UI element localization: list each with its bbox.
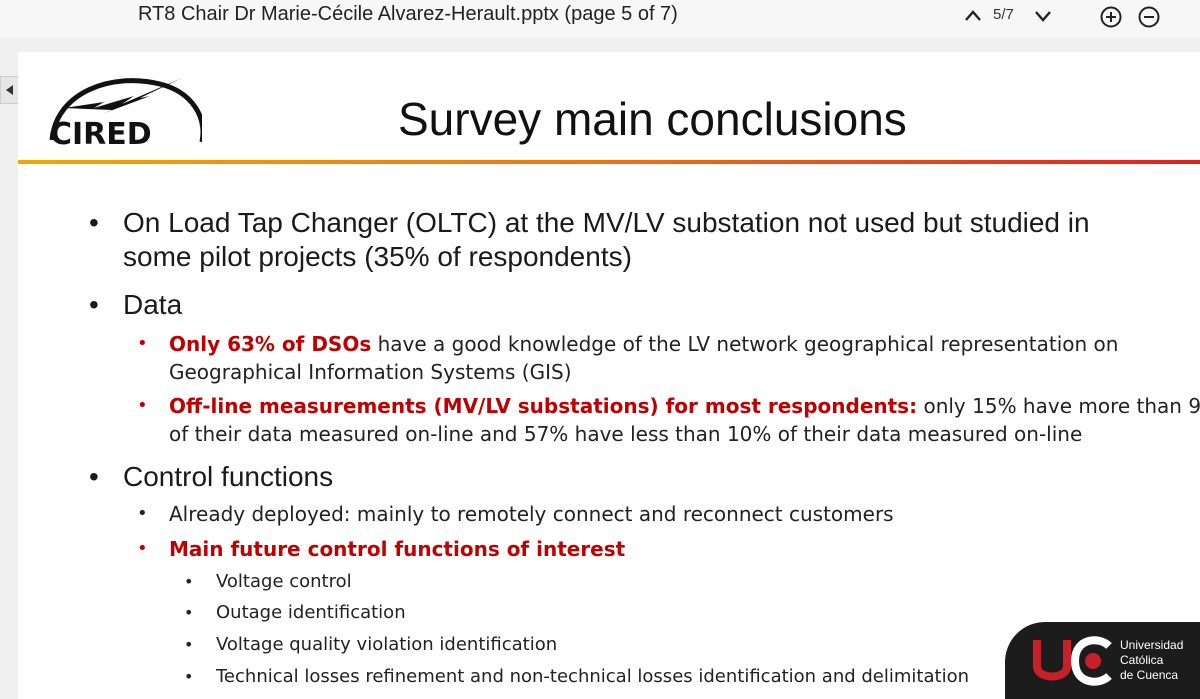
bullet-dot: •: [137, 395, 148, 416]
document-title: RT8 Chair Dr Marie-Cécile Alvarez-Heraul…: [138, 3, 678, 25]
viewer-toolbar: RT8 Chair Dr Marie-Cécile Alvarez-Heraul…: [0, 0, 1200, 38]
list-item: • Outage identification: [184, 602, 406, 623]
bullet-dot: •: [89, 289, 99, 320]
page-counter: 5/7: [993, 6, 1014, 23]
sub-bullet-offline: • Off-line measurements (MV/LV substatio…: [137, 394, 1200, 446]
chevron-up-icon[interactable]: [962, 6, 984, 26]
zoom-out-icon[interactable]: [1137, 5, 1161, 29]
university-name: Universidad Católica de Cuenca: [1120, 638, 1184, 682]
zoom-in-icon[interactable]: [1099, 5, 1123, 29]
title-divider: [18, 160, 1200, 164]
sub-bullet-dso: • Only 63% of DSOs have a good knowledge…: [137, 332, 1119, 384]
bullet-data: • Data: [89, 289, 183, 320]
cired-logo-text: CIRED: [50, 117, 152, 152]
list-item: • Voltage control: [184, 571, 352, 592]
university-badge: Universidad Católica de Cuenca: [1005, 622, 1200, 699]
list-item: • Voltage quality violation identificatio…: [184, 634, 558, 655]
bullet-dot: •: [137, 333, 148, 354]
bullet-oltc: • On Load Tap Changer (OLTC) at the MV/L…: [89, 207, 1090, 272]
bullet-dot: •: [89, 207, 99, 238]
bullet-dot: •: [137, 538, 148, 559]
list-item: • Technical losses refinement and non-tec…: [184, 666, 969, 687]
slide-title: Survey main conclusions: [398, 93, 907, 145]
bullet-control: • Control functions: [89, 461, 334, 492]
cired-logo: CIRED: [42, 62, 206, 152]
sub-bullet-deployed: • Already deployed: mainly to remotely c…: [137, 502, 894, 526]
university-logo-icon: [1033, 636, 1112, 686]
chevron-down-icon[interactable]: [1032, 6, 1054, 26]
slide-page: CIRED Survey main conclusions • On Load …: [18, 52, 1200, 699]
bullet-dot: •: [137, 503, 148, 524]
caret-left-icon[interactable]: [0, 76, 20, 104]
sub-bullet-future: • Main future control functions of inter…: [137, 537, 626, 561]
bullet-dot: •: [89, 461, 99, 492]
